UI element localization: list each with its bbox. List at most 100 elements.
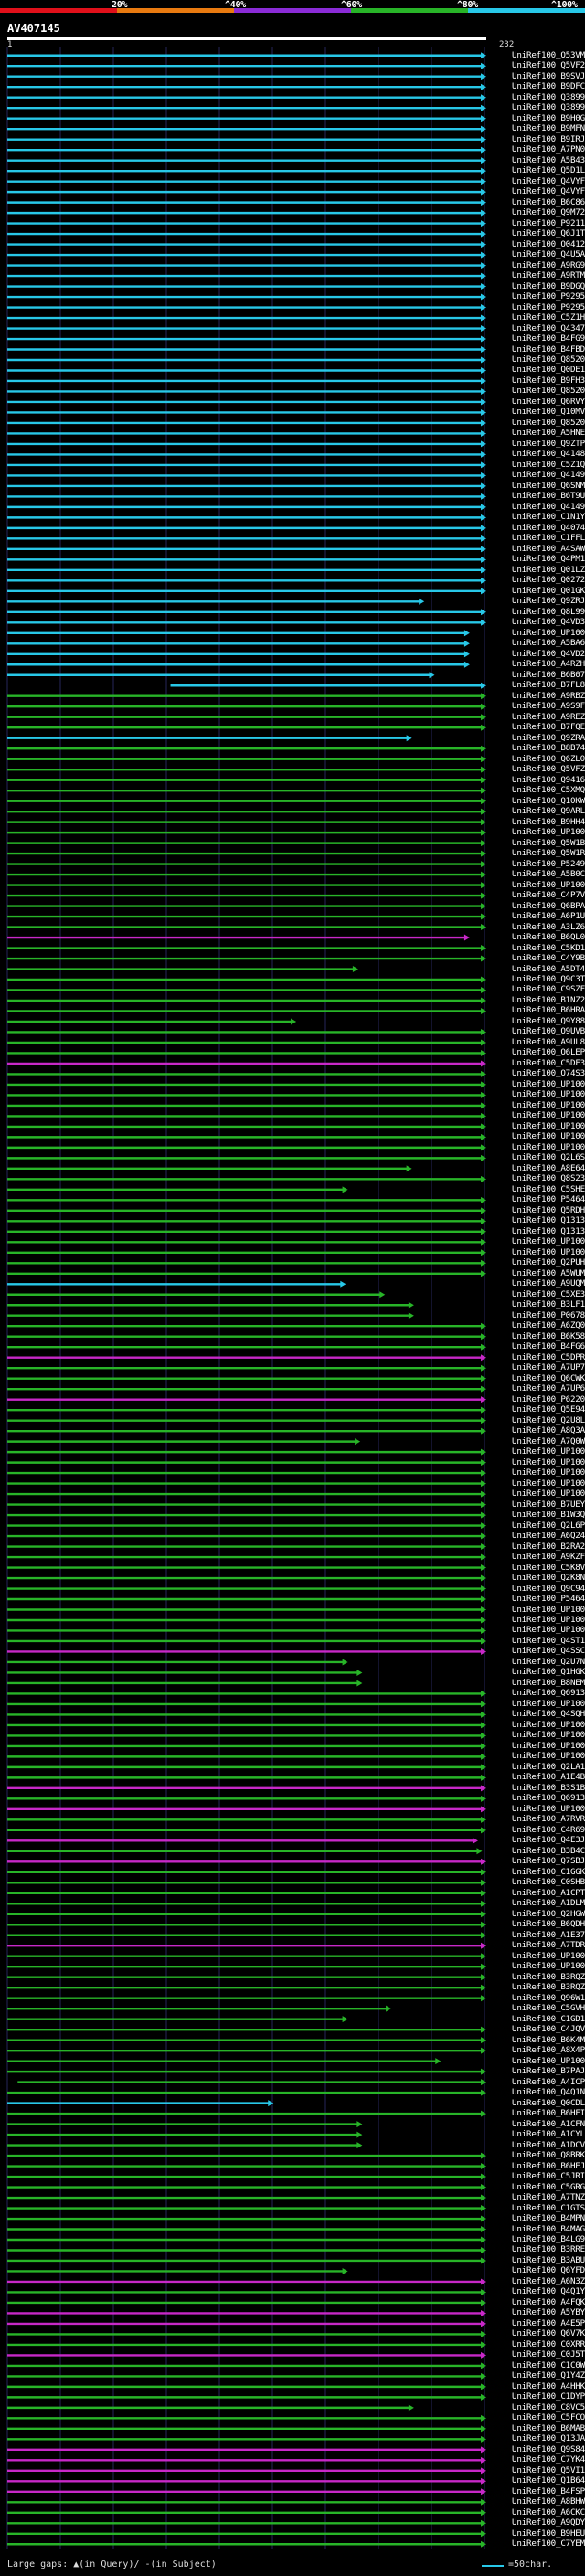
hit-label[interactable]: UniRef100_A7TNZ1	[512, 2192, 585, 2203]
hit-label[interactable]: UniRef100_C1C0W0	[512, 2359, 585, 2370]
hit-label[interactable]: UniRef100_B6K4M5	[512, 2034, 585, 2045]
hit-label[interactable]: UniRef100_A9UQM5	[512, 1278, 585, 1289]
hit-label[interactable]: UniRef100_A1DCV6	[512, 2139, 585, 2150]
hit-label[interactable]: UniRef100_UP1000...	[512, 1246, 585, 1257]
hit-label[interactable]: UniRef100_A1CFN3	[512, 2118, 585, 2129]
hit-label[interactable]: UniRef100_A9QDY0	[512, 2518, 585, 2528]
hit-label[interactable]: UniRef100_Q69136	[512, 1793, 585, 1804]
hit-label[interactable]: UniRef100_Q1HGK2	[512, 1667, 585, 1678]
hit-label[interactable]: UniRef100_B9HEU0	[512, 2528, 585, 2539]
hit-label[interactable]: UniRef100_A5YBY8	[512, 2307, 585, 2318]
hit-label[interactable]: UniRef100_C1GGK4	[512, 1866, 585, 1877]
hit-label[interactable]: UniRef100_Q4VYF5	[512, 186, 585, 197]
hit-label[interactable]: UniRef100_Q4Q1N8	[512, 2087, 585, 2098]
hit-label[interactable]: UniRef100_UP1000...	[512, 1141, 585, 1152]
hit-label[interactable]: UniRef100_Q9C948	[512, 1583, 585, 1594]
hit-label[interactable]: UniRef100_B9HH42	[512, 816, 585, 827]
hit-label[interactable]: UniRef100_Q85201	[512, 386, 585, 397]
hit-label[interactable]: UniRef100_Q13131	[512, 1225, 585, 1236]
hit-label[interactable]: UniRef100_C5KD19	[512, 942, 585, 953]
hit-label[interactable]: UniRef100_C0J5T3	[512, 2349, 585, 2360]
hit-label[interactable]: UniRef100_C0XRR9	[512, 2338, 585, 2349]
hit-label[interactable]: UniRef100_Q5VFZ2	[512, 764, 585, 775]
hit-label[interactable]: UniRef100_Q94168	[512, 774, 585, 785]
hit-label[interactable]: UniRef100_C4Y9B9	[512, 953, 585, 964]
hit-label[interactable]: UniRef100_C7YK41	[512, 2454, 585, 2465]
hit-label[interactable]: UniRef100_C1DYP0	[512, 2391, 585, 2402]
hit-label[interactable]: UniRef100_UP1000...	[512, 1478, 585, 1489]
hit-label[interactable]: UniRef100_A1E4B7	[512, 1772, 585, 1783]
hit-label[interactable]: UniRef100_B3B4C1	[512, 1845, 585, 1856]
hit-label[interactable]: UniRef100_B4FBD2	[512, 344, 585, 355]
hit-label[interactable]: UniRef100_B6K583	[512, 1330, 585, 1341]
hit-label[interactable]: UniRef100_C1GD12	[512, 2013, 585, 2024]
hit-label[interactable]: UniRef100_B6B075	[512, 669, 585, 680]
hit-label[interactable]: UniRef100_UP1000...	[512, 1950, 585, 1961]
hit-label[interactable]: UniRef100_C5FCO5	[512, 2412, 585, 2423]
hit-label[interactable]: UniRef100_Q4VD38	[512, 617, 585, 628]
hit-label[interactable]: UniRef100_A6ZQ00	[512, 1320, 585, 1331]
hit-label[interactable]: UniRef100_C4JQV2	[512, 2024, 585, 2035]
hit-label[interactable]: UniRef100_B3LF19	[512, 1299, 585, 1310]
hit-label[interactable]: UniRef100_Q74S36	[512, 1068, 585, 1079]
hit-label[interactable]: UniRef100_B8NEM7	[512, 1677, 585, 1688]
hit-label[interactable]: UniRef100_Q8L992	[512, 606, 585, 617]
hit-label[interactable]: UniRef100_Q2HGW9	[512, 1908, 585, 1919]
hit-label[interactable]: UniRef100_B7UEY6	[512, 1499, 585, 1510]
hit-label[interactable]: UniRef100_B3RRE1	[512, 2244, 585, 2255]
hit-label[interactable]: UniRef100_Q85200	[512, 417, 585, 428]
hit-label[interactable]: UniRef100_Q4ST17	[512, 1635, 585, 1646]
hit-label[interactable]: UniRef100_A7TDR3	[512, 1940, 585, 1951]
hit-label[interactable]: UniRef100_UP1000...	[512, 1803, 585, 1814]
hit-label[interactable]: UniRef100_A4ICP4	[512, 2076, 585, 2087]
hit-label[interactable]: UniRef100_UP1000...	[512, 1730, 585, 1741]
hit-label[interactable]: UniRef100_B6HEJ7	[512, 2160, 585, 2171]
hit-label[interactable]: UniRef100_C5Z1Q5	[512, 459, 585, 470]
hit-label[interactable]: UniRef100_B6C868	[512, 196, 585, 207]
hit-label[interactable]: UniRef100_A8X4P5	[512, 2045, 585, 2056]
hit-label[interactable]: UniRef100_C1GTS6	[512, 2202, 585, 2213]
hit-label[interactable]: UniRef100_UP1000...	[512, 1447, 585, 1458]
hit-label[interactable]: UniRef100_B3ABU5	[512, 2254, 585, 2265]
hit-label[interactable]: UniRef100_B6T9U2	[512, 491, 585, 502]
hit-label[interactable]: UniRef100_C5DPR8	[512, 1352, 585, 1362]
hit-label[interactable]: UniRef100_Q13JA9	[512, 2433, 585, 2444]
hit-label[interactable]: UniRef100_Q6BPA5	[512, 900, 585, 911]
hit-label[interactable]: UniRef100_B6MAB4	[512, 2422, 585, 2433]
hit-label[interactable]: UniRef100_Q2U8L2	[512, 1415, 585, 1426]
hit-label[interactable]: UniRef100_B8B741	[512, 743, 585, 754]
hit-label[interactable]: UniRef100_UP1000...	[512, 1489, 585, 1500]
hit-label[interactable]: UniRef100_A1E371	[512, 1929, 585, 1940]
hit-label[interactable]: UniRef100_UP1000...	[512, 1457, 585, 1468]
hit-label[interactable]: UniRef100_A3LZ69	[512, 921, 585, 932]
hit-label[interactable]: UniRef100_Q10MV9	[512, 407, 585, 418]
hit-label[interactable]: UniRef100_Q5W1B7	[512, 837, 585, 848]
hit-label[interactable]: UniRef100_A7RVR5	[512, 1814, 585, 1825]
hit-label[interactable]: UniRef100_Q9ZTP6	[512, 438, 585, 449]
hit-label[interactable]: UniRef100_Q01GK3	[512, 585, 585, 596]
hit-label[interactable]: UniRef100_Q2PUH1	[512, 1257, 585, 1268]
hit-label[interactable]: UniRef100_Q1B645	[512, 2475, 585, 2486]
hit-label[interactable]: UniRef100_UP1000...	[512, 1468, 585, 1479]
hit-label[interactable]: UniRef100_Q5E947	[512, 1405, 585, 1415]
hit-label[interactable]: UniRef100_Q41485	[512, 449, 585, 460]
hit-label[interactable]: UniRef100_C8VC57	[512, 2401, 585, 2412]
hit-label[interactable]: UniRef100_A8Q3A8	[512, 1426, 585, 1436]
hit-label[interactable]: UniRef100_B6HRA4	[512, 1005, 585, 1016]
hit-label[interactable]: UniRef100_UP1000...	[512, 1719, 585, 1730]
hit-label[interactable]: UniRef100_A5B0C6	[512, 869, 585, 880]
hit-label[interactable]: UniRef100_B3RQZ9	[512, 1971, 585, 1982]
hit-label[interactable]: UniRef100_A1CPT6	[512, 1887, 585, 1898]
hit-label[interactable]: UniRef100_P54646	[512, 1594, 585, 1604]
hit-label[interactable]: UniRef100_A9S9F1	[512, 701, 585, 712]
hit-label[interactable]: UniRef100_Q9C3T2	[512, 974, 585, 984]
hit-label[interactable]: UniRef100_C5DF37	[512, 1057, 585, 1068]
hit-label[interactable]: UniRef100_A9UL85	[512, 1036, 585, 1047]
hit-label[interactable]: UniRef100_Q9M726	[512, 207, 585, 218]
hit-label[interactable]: UniRef100_Q6ZL03	[512, 753, 585, 764]
hit-label[interactable]: UniRef100_Q6V7K0	[512, 2328, 585, 2339]
hit-label[interactable]: UniRef100_C5GRG9	[512, 2181, 585, 2192]
hit-label[interactable]: UniRef100_C5XE34	[512, 1288, 585, 1299]
hit-label[interactable]: UniRef100_B6QDH8	[512, 1919, 585, 1930]
hit-label[interactable]: UniRef100_Q4SSC5	[512, 1646, 585, 1657]
